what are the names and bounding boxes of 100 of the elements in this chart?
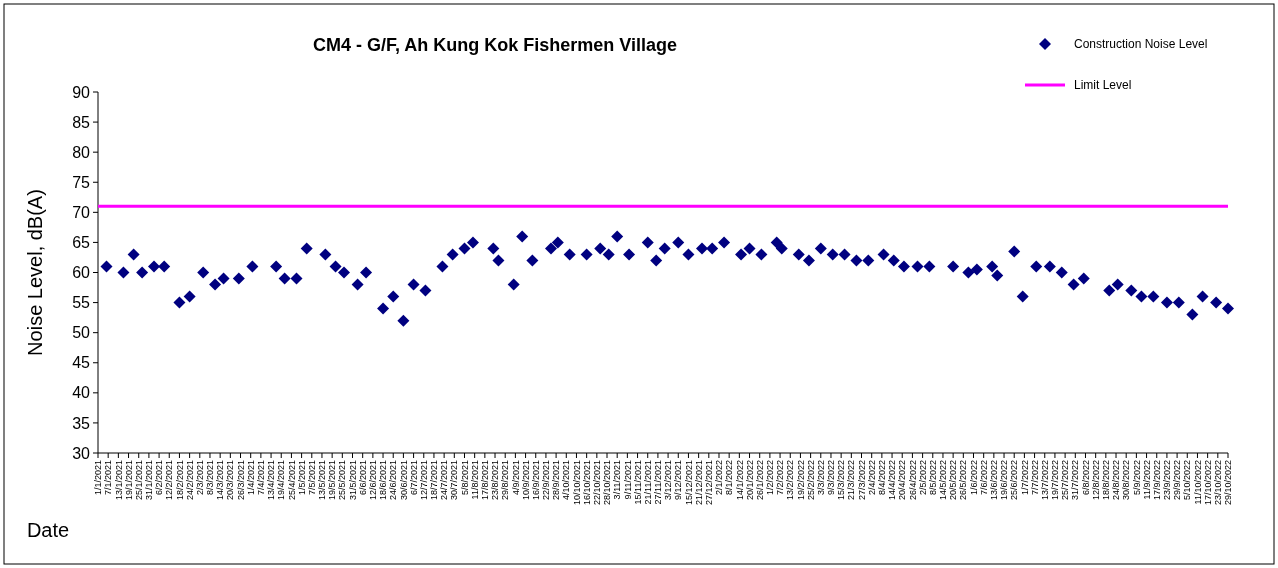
x-tick-label: 23/9/2022 [1162, 460, 1173, 501]
x-tick-label: 30/6/2021 [398, 460, 409, 501]
x-tick-label: 2/3/2021 [194, 460, 205, 496]
x-tick-label: 27/12/2021 [703, 460, 714, 506]
x-tick-label: 8/3/2021 [205, 460, 216, 496]
x-tick-label: 30/7/2021 [449, 460, 460, 501]
x-tick-label: 13/5/2021 [317, 460, 328, 501]
x-tick-label: 13/1/2021 [113, 460, 124, 501]
x-tick-label: 14/4/2022 [887, 460, 898, 501]
x-tick-label: 6/7/2021 [408, 460, 419, 496]
x-tick-label: 27/3/2022 [856, 460, 867, 501]
legend-label: Limit Level [1074, 78, 1132, 93]
x-tick-label: 7/7/2022 [1029, 460, 1040, 496]
x-tick-label: 18/2/2021 [174, 460, 185, 501]
x-tick-label: 24/8/2022 [1111, 460, 1122, 501]
y-tick-label: 30 [72, 444, 91, 462]
x-tick-label: 25/7/2022 [1060, 460, 1071, 501]
x-tick-label: 13/2/2022 [785, 460, 796, 501]
x-tick-label: 12/7/2021 [418, 460, 429, 501]
y-tick-label: 60 [72, 264, 91, 282]
x-tick-label: 8/5/2022 [927, 460, 938, 496]
x-tick-label: 21/12/2021 [693, 460, 704, 506]
x-tick-label: 25/6/2022 [1009, 460, 1020, 501]
x-tick-label: 1/4/2021 [245, 460, 256, 496]
x-tick-label: 20/4/2022 [897, 460, 908, 501]
x-tick-label: 20/1/2022 [744, 460, 755, 501]
x-tick-label: 7/4/2021 [256, 460, 267, 496]
x-tick-label: 17/10/2022 [1202, 460, 1213, 506]
x-tick-label: 19/2/2022 [795, 460, 806, 501]
x-tick-label: 24/7/2021 [439, 460, 450, 501]
x-tick-label: 12/2/2021 [164, 460, 175, 501]
x-tick-label: 12/8/2022 [1090, 460, 1101, 501]
x-tick-label: 31/7/2022 [1070, 460, 1081, 501]
x-tick-label: 15/12/2021 [683, 460, 694, 506]
x-tick-label: 11/10/2022 [1192, 460, 1203, 505]
x-tick-label: 2/4/2022 [866, 460, 877, 496]
x-tick-label: 5/9/2022 [1131, 460, 1142, 496]
x-tick-label: 14/5/2022 [938, 460, 949, 501]
legend-label: Construction Noise Level [1074, 37, 1208, 52]
x-tick-label: 26/5/2022 [958, 460, 969, 501]
x-tick-label: 19/6/2022 [999, 460, 1010, 501]
x-tick-label: 2/1/2022 [714, 460, 725, 496]
x-tick-label: 13/4/2021 [266, 460, 277, 501]
x-tick-label: 28/9/2021 [551, 460, 562, 501]
x-tick-label: 9/3/2022 [826, 460, 837, 496]
x-tick-label: 30/8/2022 [1121, 460, 1132, 501]
x-tick-label: 4/9/2021 [510, 460, 521, 496]
x-tick-label: 31/5/2021 [347, 460, 358, 501]
x-tick-label: 24/6/2021 [388, 460, 399, 501]
y-tick-label: 65 [72, 234, 91, 252]
x-tick-label: 1/6/2022 [968, 460, 979, 496]
x-tick-label: 20/5/2022 [948, 460, 959, 501]
x-tick-label: 20/3/2021 [225, 460, 236, 501]
x-tick-label: 10/10/2021 [571, 460, 582, 506]
x-tick-label: 24/2/2021 [184, 460, 195, 501]
x-tick-label: 8/4/2022 [877, 460, 888, 496]
y-tick-label: 55 [72, 294, 91, 312]
x-tick-label: 15/3/2022 [836, 460, 847, 501]
x-tick-label: 12/6/2021 [368, 460, 379, 501]
y-tick-label: 80 [72, 143, 91, 161]
x-tick-label: 9/12/2021 [673, 460, 684, 501]
x-tick-label: 18/8/2022 [1100, 460, 1111, 501]
x-tick-label: 25/2/2022 [805, 460, 816, 501]
x-tick-label: 26/1/2022 [754, 460, 765, 501]
x-tick-label: 8/1/2022 [724, 460, 735, 496]
x-tick-label: 6/2/2021 [154, 460, 165, 496]
x-tick-label: 10/9/2021 [520, 460, 531, 501]
x-tick-label: 2/5/2022 [917, 460, 928, 496]
x-tick-label: 1/7/2022 [1019, 460, 1030, 496]
y-axis-title: Noise Level, dB(A) [24, 189, 46, 356]
x-tick-label: 29/10/2022 [1223, 460, 1234, 506]
y-tick-label: 70 [72, 203, 91, 221]
chart-title: CM4 - G/F, Ah Kung Kok Fishermen Village [312, 35, 678, 55]
x-tick-label: 29/8/2021 [500, 460, 511, 501]
x-tick-label: 3/3/2022 [815, 460, 826, 496]
x-tick-label: 15/11/2021 [632, 460, 643, 505]
x-tick-label: 31/1/2021 [144, 460, 155, 501]
x-tick-label: 26/3/2021 [235, 460, 246, 501]
x-tick-label: 13/6/2022 [989, 460, 1000, 501]
x-tick-label: 19/7/2022 [1050, 460, 1061, 501]
x-tick-label: 17/8/2021 [480, 460, 490, 501]
x-tick-label: 7/6/2022 [978, 460, 989, 496]
x-tick-label: 16/10/2021 [581, 460, 592, 506]
x-tick-label: 7/2/2022 [775, 460, 786, 496]
x-tick-label: 29/9/2022 [1172, 460, 1183, 501]
x-tick-label: 17/9/2022 [1151, 460, 1162, 501]
x-tick-label: 25/4/2021 [286, 460, 297, 501]
x-tick-label: 23/8/2021 [490, 460, 501, 501]
x-tick-label: 3/11/2021 [612, 460, 623, 500]
y-tick-label: 90 [72, 83, 91, 101]
x-tick-label: 1/5/2021 [296, 460, 307, 496]
x-tick-label: 5/10/2022 [1182, 460, 1193, 501]
x-tick-label: 1/1/2021 [93, 460, 104, 496]
x-tick-label: 21/3/2022 [846, 460, 857, 501]
x-tick-label: 19/5/2021 [327, 460, 338, 501]
x-tick-label: 22/10/2021 [591, 460, 602, 506]
x-tick-label: 19/4/2021 [276, 460, 287, 501]
x-tick-label: 26/4/2022 [907, 460, 918, 501]
x-tick-label: 9/11/2021 [622, 460, 633, 500]
x-tick-label: 11/8/2021 [469, 460, 480, 500]
